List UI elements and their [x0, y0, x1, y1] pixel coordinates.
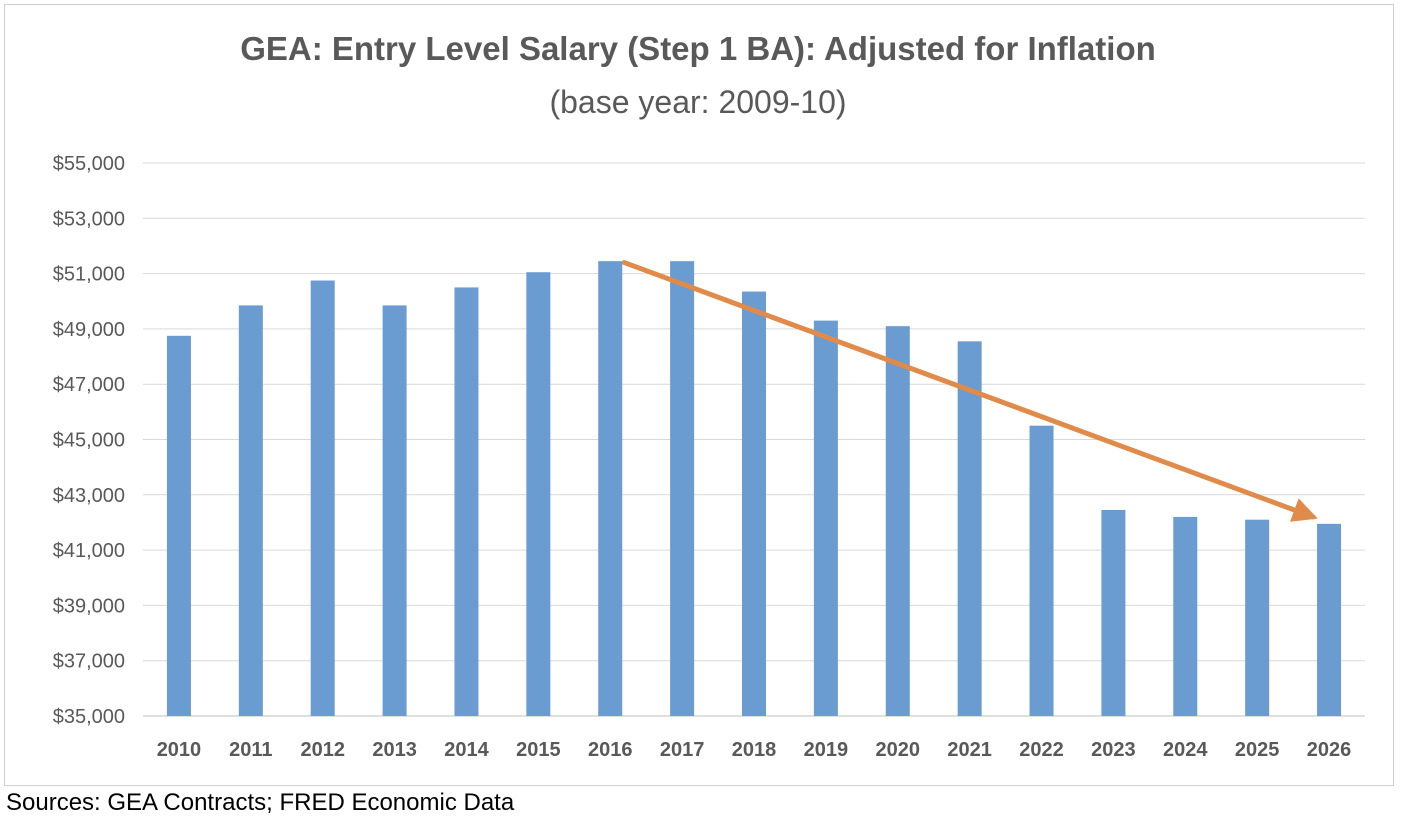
- x-tick-label: 2016: [588, 739, 633, 761]
- x-tick-label: 2023: [1091, 739, 1136, 761]
- y-tick-label: $39,000: [53, 595, 125, 617]
- salary-bar-chart: $35,000 $37,000 $39,000 $41,000 $43,000 $45,0…: [53, 153, 1365, 761]
- bar-2020: [885, 326, 910, 716]
- bar-2017: [670, 261, 695, 716]
- x-tick-label: 2024: [1163, 739, 1208, 761]
- y-tick-label: $41,000: [53, 540, 125, 562]
- x-tick-label: 2015: [516, 739, 561, 761]
- bar-2015: [526, 272, 551, 716]
- y-tick-label: $53,000: [53, 208, 125, 230]
- y-tick-label: $49,000: [53, 319, 125, 341]
- x-tick-label: 2021: [947, 739, 992, 761]
- bar-2022: [1029, 425, 1054, 716]
- x-tick-label: 2011: [229, 739, 272, 761]
- bar-2011: [238, 305, 263, 716]
- bar-2013: [382, 305, 407, 716]
- bar-2019: [813, 320, 838, 716]
- source-note: Sources: GEA Contracts; FRED Economic Da…: [6, 789, 515, 816]
- x-tick-label: 2013: [372, 739, 417, 761]
- x-tick-label: 2022: [1019, 739, 1064, 761]
- annotations: [621, 260, 1318, 522]
- bar-2010: [166, 335, 191, 716]
- chart-subtitle: (base year: 2009-10): [549, 84, 847, 120]
- bar-2021: [957, 341, 982, 716]
- y-tick-label: $37,000: [53, 651, 125, 673]
- y-axis-ticks: $35,000 $37,000 $39,000 $41,000 $43,000 $45,0…: [53, 153, 125, 728]
- bars: [166, 261, 1342, 716]
- bar-2016: [598, 261, 623, 716]
- y-tick-label: $47,000: [53, 374, 125, 396]
- bar-2026: [1317, 523, 1342, 716]
- chart-frame: [4, 4, 1394, 786]
- bar-2014: [454, 287, 479, 716]
- x-tick-label: 2025: [1235, 739, 1280, 761]
- bar-2024: [1173, 516, 1198, 716]
- x-axis-ticks: 2010 2011 2012 2013 2014 2015 2016 2017 2018 2019…: [157, 739, 1352, 761]
- x-tick-label: 2018: [732, 739, 777, 761]
- y-tick-label: $35,000: [53, 706, 125, 728]
- bar-2012: [310, 280, 335, 716]
- x-tick-label: 2026: [1307, 739, 1352, 761]
- x-tick-label: 2017: [660, 739, 705, 761]
- bar-2023: [1101, 510, 1126, 716]
- y-tick-label: $45,000: [53, 430, 125, 452]
- y-tick-label: $55,000: [53, 153, 125, 175]
- y-tick-label: $43,000: [53, 485, 125, 507]
- x-tick-label: 2014: [444, 739, 489, 761]
- x-tick-label: 2019: [804, 739, 849, 761]
- bar-2018: [742, 291, 766, 716]
- trend-arrow: [621, 260, 1318, 522]
- x-tick-label: 2010: [157, 739, 202, 761]
- bar-2025: [1245, 519, 1270, 716]
- x-tick-label: 2020: [876, 739, 921, 761]
- y-tick-label: $51,000: [53, 264, 125, 286]
- chart-title: GEA: Entry Level Salary (Step 1 BA): Adj…: [240, 30, 1156, 67]
- x-tick-label: 2012: [300, 739, 345, 761]
